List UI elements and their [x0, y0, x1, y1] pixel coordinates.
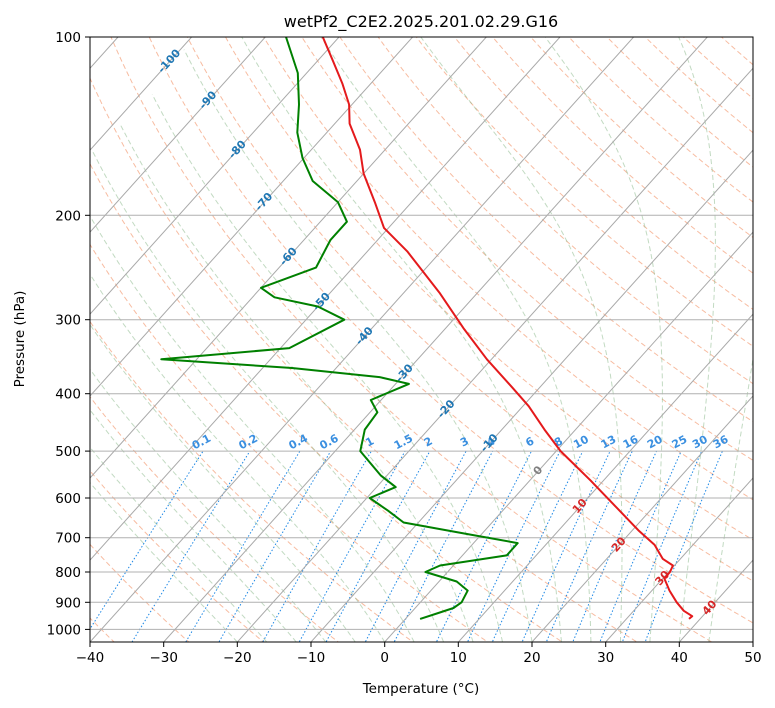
x-tick-label: −40 [76, 650, 105, 666]
dry-adiabat-line [453, 37, 753, 311]
moist-adiabat-line [183, 49, 533, 642]
isotherm-line [457, 313, 753, 642]
moist-adiabat-line [90, 214, 415, 642]
moist-adiabat-line [90, 273, 386, 642]
isotherm-line [531, 395, 753, 642]
y-tick-label: 500 [55, 444, 81, 460]
x-tick-label: −10 [297, 650, 326, 666]
y-tick-label: 700 [55, 531, 81, 547]
isotherm-line [90, 37, 193, 151]
x-tick-label: −20 [223, 650, 252, 666]
mixing-ratio-label: 20 [645, 433, 665, 452]
x-tick-label: 30 [597, 650, 614, 666]
y-tick-label: 600 [55, 491, 81, 507]
moist-adiabat-line [544, 37, 663, 642]
moist-adiabat-line [241, 37, 562, 642]
y-tick-label: 400 [55, 387, 81, 403]
x-tick-label: −30 [149, 650, 178, 666]
moist-adiabat-line [708, 355, 753, 642]
dry-adiabat-line [90, 469, 265, 642]
moist-adiabat-line [90, 481, 238, 642]
plot-frame [89, 36, 754, 643]
profile-series [160, 37, 694, 620]
isotherm-line [90, 37, 561, 561]
y-tick-label: 300 [55, 313, 81, 329]
isotherm-line [90, 37, 488, 479]
mixing-ratio-label: 36 [711, 433, 731, 452]
isotherm-line [163, 37, 709, 642]
y-tick-label: 800 [55, 565, 81, 581]
isotherm-line [90, 37, 340, 315]
isotherm-line [310, 149, 753, 642]
dry-adiabat-line [148, 37, 753, 624]
pressure-gridlines [90, 37, 753, 630]
x-axis-label: Temperature (°C) [362, 681, 480, 697]
chart-title: wetPf2_C2E2.2025.201.02.29.G16 [284, 12, 558, 32]
dry-adiabat-line [339, 37, 753, 423]
mixing-ratio-label: 13 [599, 433, 619, 452]
dry-adiabat-line [90, 76, 638, 642]
y-tick-label: 1000 [47, 622, 81, 638]
isotherms [90, 37, 753, 642]
dry-adiabat-line [224, 37, 753, 541]
x-axis-ticks: −40 −30 −20 −10 0 10 20 30 40 50 [76, 642, 762, 666]
isotherm-line [90, 37, 267, 233]
y-axis-ticks: 100 200 300 400 500 600 700 800 900 1000 [47, 30, 90, 638]
mixing-ratio-label: 25 [670, 433, 690, 452]
x-tick-label: 50 [744, 650, 761, 666]
isotherm-line [384, 231, 753, 642]
mixing-ratio-label: 10 [571, 433, 591, 452]
moist-adiabat-line [320, 37, 592, 642]
y-axis-label: Pressure (hPa) [12, 291, 28, 388]
mixing-ratio-label: 16 [621, 433, 641, 452]
mixing-ratio-label: 30 [690, 433, 710, 452]
y-tick-label: 200 [55, 208, 81, 224]
y-tick-label: 900 [55, 595, 81, 611]
x-tick-label: 10 [450, 650, 467, 666]
moist-adiabat-line [420, 37, 623, 642]
temperature-profile-line [321, 37, 694, 620]
isotherm-line [236, 67, 753, 642]
x-tick-label: 20 [523, 650, 540, 666]
moist-adiabat-line [90, 409, 297, 642]
isotherm-line [90, 37, 414, 397]
dry-adiabat-line [90, 395, 340, 642]
isotherm-line [605, 477, 753, 642]
x-tick-label: 0 [380, 650, 389, 666]
dry-adiabat-line [301, 37, 753, 461]
dewpoint-profile-line [160, 37, 519, 620]
moist-adiabat-line [678, 37, 716, 642]
dry-adiabat-line [90, 162, 564, 642]
x-tick-label: 40 [671, 650, 688, 666]
y-tick-label: 100 [55, 30, 81, 46]
isotherm-line [90, 37, 635, 642]
